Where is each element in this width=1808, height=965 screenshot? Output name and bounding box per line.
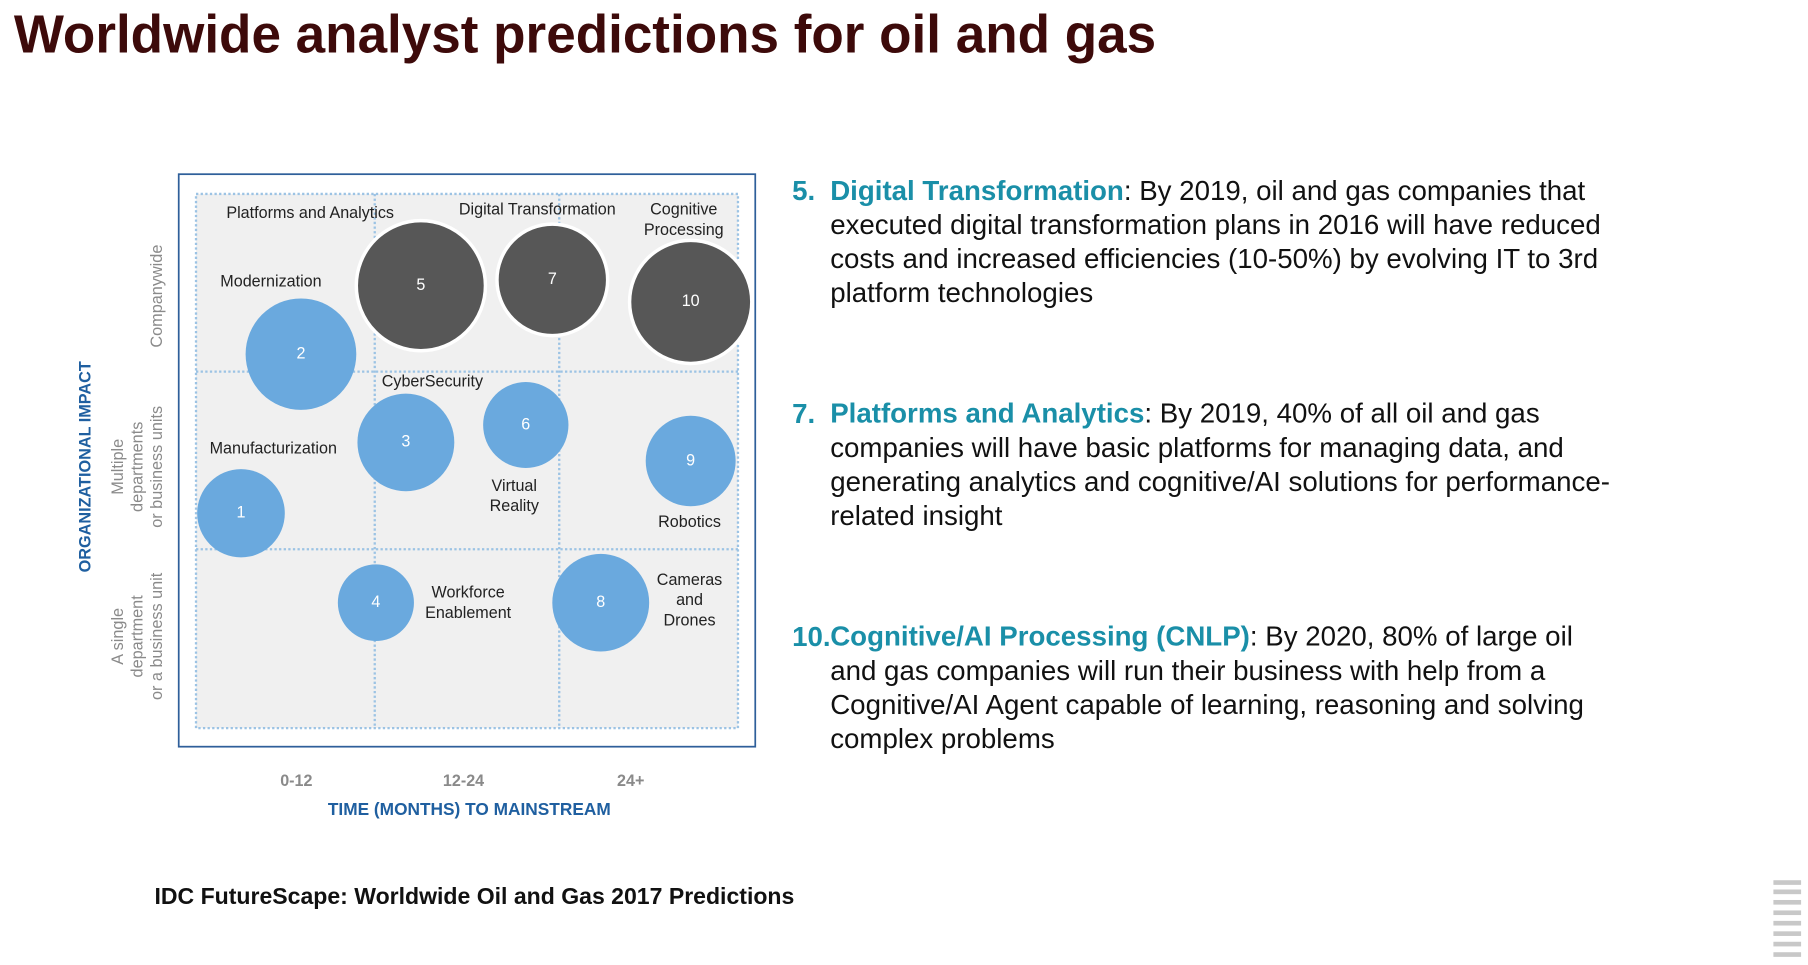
- bubble-number: 5: [416, 276, 425, 294]
- bubble-label: Digital Transformation: [459, 200, 616, 218]
- bubble-label: Enablement: [425, 604, 512, 622]
- bubble-label: CyberSecurity: [382, 372, 484, 390]
- x-axis-title: TIME (MONTHS) TO MAINSTREAM: [328, 799, 611, 819]
- bubble: [245, 298, 357, 410]
- prediction-text: : By 2019, 40% of all oil and gas: [1144, 398, 1539, 429]
- row-label: or a business unit: [148, 572, 166, 700]
- prediction-title: Digital Transformation: [830, 175, 1124, 206]
- bubble: [483, 382, 569, 468]
- prediction-line: Cognitive/AI Processing (CNLP): By 2020,…: [830, 621, 1573, 652]
- bubble-number: 2: [296, 344, 305, 362]
- row-label: A single: [109, 608, 127, 665]
- prediction-text: : By 2020, 80% of large oil: [1250, 621, 1573, 652]
- bubble-number: 8: [596, 593, 605, 611]
- bubble-number: 7: [548, 270, 557, 288]
- bubble-label: Drones: [664, 612, 716, 630]
- prediction-text: and gas companies will run their busines…: [830, 655, 1546, 686]
- bubble: [197, 469, 285, 558]
- bubble: [495, 222, 610, 338]
- bubble-number: 10: [682, 292, 700, 310]
- prediction-text: Cognitive/AI Agent capable of learning, …: [830, 689, 1584, 720]
- bubble-number: 6: [521, 415, 530, 433]
- bubble: [357, 393, 455, 492]
- ibm-logo: [1773, 880, 1802, 957]
- slide-title: Worldwide analyst predictions for oil an…: [14, 5, 1156, 64]
- bubble-label: Modernization: [220, 272, 321, 290]
- prediction-text: costs and increased efficiencies (10-50%…: [830, 243, 1598, 274]
- bubble-number: 9: [686, 451, 695, 469]
- prediction-number: 7.: [792, 398, 815, 429]
- prediction-number: 5.: [792, 175, 815, 206]
- row-label: or business units: [148, 406, 166, 528]
- prediction-title: Platforms and Analytics: [830, 398, 1144, 429]
- bubble-label: Cameras: [657, 571, 722, 589]
- bubble: [337, 564, 414, 642]
- prediction-text: complex problems: [830, 723, 1055, 754]
- bubble-label: Virtual: [492, 477, 537, 495]
- prediction-line: Digital Transformation: By 2019, oil and…: [830, 175, 1585, 206]
- bubble: [645, 415, 736, 507]
- row-label: Companywide: [148, 245, 166, 348]
- column-label: 0-12: [280, 772, 312, 790]
- source-note: IDC FutureScape: Worldwide Oil and Gas 2…: [155, 883, 795, 909]
- row-label: department: [129, 595, 147, 678]
- column-label: 24+: [617, 772, 644, 790]
- bubble-label: Manufacturization: [210, 440, 337, 458]
- bubble-label: Platforms and Analytics: [226, 204, 394, 222]
- bubble: [627, 238, 754, 366]
- prediction-text: : By 2019, oil and gas companies that: [1124, 175, 1586, 206]
- prediction-title: Cognitive/AI Processing (CNLP): [830, 621, 1250, 652]
- bubble-label: Reality: [490, 497, 540, 515]
- bubble-label: and: [676, 591, 703, 609]
- bubble-number: 3: [401, 433, 410, 451]
- prediction-number: 10.: [792, 621, 830, 652]
- bubble-label: Cognitive: [650, 200, 717, 218]
- y-axis-title: ORGANIZATIONAL IMPACT: [77, 361, 95, 572]
- prediction-text: executed digital transformation plans in…: [830, 209, 1601, 240]
- column-label: 12-24: [443, 772, 484, 790]
- prediction-line: Platforms and Analytics: By 2019, 40% of…: [830, 398, 1539, 429]
- row-label: departments: [129, 422, 147, 512]
- prediction-text: generating analytics and cognitive/AI so…: [830, 466, 1610, 497]
- bubble: [552, 553, 650, 652]
- bubble-label: Workforce: [432, 584, 505, 602]
- bubble-number: 4: [371, 593, 380, 611]
- bubble-label: Processing: [644, 221, 724, 239]
- bubble-number: 1: [236, 504, 245, 522]
- row-label: Multiple: [109, 439, 127, 495]
- prediction-text: companies will have basic platforms for …: [830, 432, 1564, 463]
- bubble: [354, 218, 488, 353]
- prediction-text: platform technologies: [830, 277, 1093, 308]
- bubble-label: Robotics: [658, 513, 721, 531]
- prediction-text: related insight: [830, 500, 1003, 531]
